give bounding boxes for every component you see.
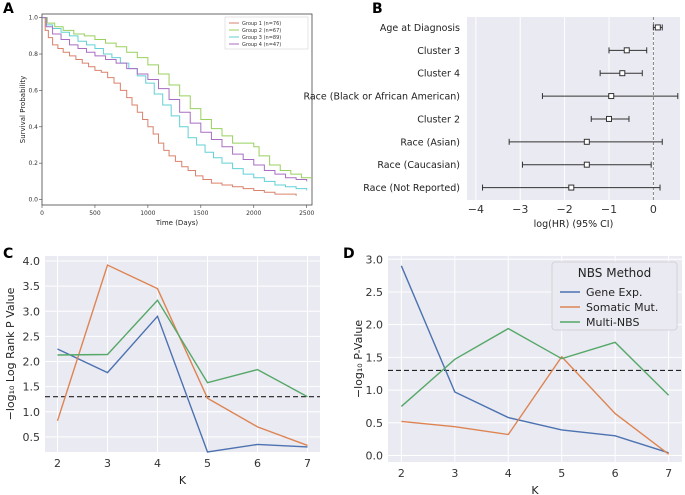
x-tick-label: 4 <box>505 467 512 480</box>
x-tick-label: −4 <box>468 203 484 216</box>
covariate-label: Race (Black or African American) <box>303 92 460 103</box>
panel-d-pvalue-chart: 0.0 0.5 1.0 1.5 2.0 2.5 3.0 2 3 4 5 6 7 K −log₁₀ P-Val… <box>352 253 682 495</box>
x-tick-label: −2 <box>557 203 573 216</box>
x-tick-label: 5 <box>204 457 211 470</box>
x-tick-label: 1500 <box>193 210 208 217</box>
survival-curve-2 <box>42 17 312 179</box>
series-line-gene-exp- <box>400 265 669 454</box>
x-tick-label: 0 <box>650 203 657 216</box>
y-tick-label: 1.0 <box>366 384 384 397</box>
survival-curve-1 <box>42 17 297 196</box>
x-tick-label: 2000 <box>246 210 261 217</box>
y-tick-label: 3.0 <box>366 253 384 266</box>
covariate-label: Cluster 4 <box>417 69 460 80</box>
x-axis-label: K <box>179 474 187 487</box>
y-tick-label: 3.0 <box>23 305 41 318</box>
covariate-label: Race (Asian) <box>400 137 460 148</box>
y-tick-label: 2.0 <box>366 319 384 332</box>
hazard-ratio-point <box>608 93 615 100</box>
x-tick-label: 1000 <box>140 210 155 217</box>
plot-area <box>467 17 680 200</box>
y-tick-label: 2.5 <box>366 286 384 299</box>
series-line-gene-exp- <box>57 314 308 453</box>
panel-label-a: A <box>3 1 14 17</box>
plot-area <box>45 256 320 452</box>
x-tick-label: 3 <box>104 457 111 470</box>
x-tick-label: 3 <box>451 467 458 480</box>
x-tick-label: 2500 <box>299 210 314 217</box>
hazard-ratio-point <box>583 138 590 145</box>
x-tick-label: 7 <box>304 457 311 470</box>
x-axis-label: log(HR) (95% CI) <box>534 219 614 230</box>
legend-box <box>551 261 678 331</box>
panel-label-d: D <box>343 246 355 262</box>
series-line-multi-nbs <box>400 327 670 407</box>
x-tick-label: 5 <box>558 467 565 480</box>
panel-label-c: C <box>3 246 13 262</box>
legend-label: Group 3 (n=89) <box>242 35 281 41</box>
legend-label: Group 2 (n=67) <box>242 28 281 34</box>
x-tick-label: 7 <box>665 467 672 480</box>
legend-title: NBS Method <box>578 266 651 280</box>
covariate-label: Cluster 2 <box>417 114 460 125</box>
y-tick-label: 1.5 <box>23 381 41 394</box>
x-tick-label: 6 <box>612 467 619 480</box>
hazard-ratio-point <box>568 184 575 191</box>
hazard-ratio-point <box>623 47 630 54</box>
y-tick-label: 1.0 <box>28 15 38 22</box>
x-tick-label: 500 <box>89 210 101 217</box>
x-tick-label: −3 <box>512 203 528 216</box>
hazard-ratio-point <box>606 115 612 122</box>
survival-curve-4 <box>42 17 308 182</box>
legend-label: Group 1 (n=76) <box>242 21 281 27</box>
legend-label: Group 4 (n=47) <box>242 42 281 48</box>
y-tick-label: 2.0 <box>23 356 41 369</box>
covariate-label: Race (Not Reported) <box>363 183 460 194</box>
y-axis-label: Survival Probability <box>19 76 27 143</box>
x-tick-label: 6 <box>254 457 261 470</box>
y-tick-label: 2.5 <box>23 330 41 343</box>
x-tick-label: 2 <box>54 457 61 470</box>
series-line-somatic-mut- <box>401 355 670 455</box>
y-tick-label: 0.0 <box>28 197 38 204</box>
x-tick-label: −1 <box>601 203 617 216</box>
y-tick-label: 0.4 <box>28 124 38 131</box>
covariate-label: Cluster 3 <box>417 46 460 57</box>
y-tick-label: 0.5 <box>366 417 384 430</box>
hazard-ratio-point <box>619 70 626 77</box>
x-axis-label: Time (Days) <box>155 219 199 227</box>
y-tick-label: 0.8 <box>28 51 38 58</box>
covariate-label: Age at Diagnosis <box>380 23 460 34</box>
y-tick-label: 4.0 <box>23 255 41 268</box>
panel-c-log-rank-chart: 0.5 1.0 1.5 2.0 2.5 3.0 3.5 4.0 2 3 4 5 6 7 K −log₁₀ Lo… <box>4 255 320 487</box>
y-tick-label: 0.5 <box>23 431 41 444</box>
series-line-multi-nbs <box>57 299 308 398</box>
legend-label: Multi-NBS <box>586 316 639 329</box>
x-axis-label: K <box>531 484 539 495</box>
y-axis-label: −log₁₀ P-Value <box>352 320 365 398</box>
series-line-somatic-mut- <box>56 264 308 447</box>
x-tick-label: 2 <box>398 467 405 480</box>
panel-b-forest-plot: −4 −3 −2 −1 0 Age at Diagnosis Cluster 3 Cluste… <box>303 17 680 230</box>
y-tick-label: 1.0 <box>23 406 41 419</box>
y-tick-label: 3.5 <box>23 280 41 293</box>
hazard-ratio-point <box>583 161 590 168</box>
panel-label-b: B <box>372 1 383 17</box>
y-tick-label: 0.0 <box>366 449 384 462</box>
panel-a-survival-chart: 0 500 1000 1500 2000 2500 0.0 0.2 0.4 0.6 0.8 1.0 Gr… <box>19 13 315 227</box>
x-tick-label: 0 <box>40 210 44 217</box>
legend-label: Somatic Mut. <box>586 301 658 314</box>
y-axis-label: −log₁₀ Log Rank P Value <box>4 287 17 420</box>
hazard-ratio-point <box>654 24 661 31</box>
legend-label: Gene Exp. <box>586 286 642 299</box>
y-tick-label: 0.2 <box>28 160 38 167</box>
covariate-label: Race (Caucasian) <box>377 160 460 171</box>
x-tick-label: 4 <box>154 457 161 470</box>
y-tick-label: 1.5 <box>366 351 384 364</box>
survival-curve-3 <box>42 17 308 191</box>
y-tick-label: 0.6 <box>28 87 38 94</box>
